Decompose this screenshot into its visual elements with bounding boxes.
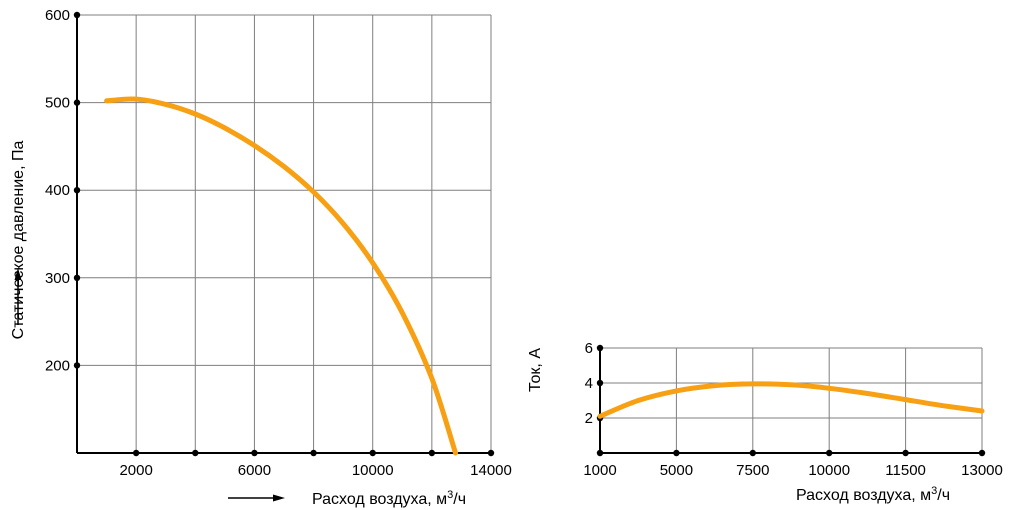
y-tick-dot [73,11,81,19]
x-tick-dot [596,449,604,457]
y-tick-label: 300 [45,270,70,287]
y-tick-label: 6 [585,340,593,357]
current-curve [597,381,985,419]
x-tick-label: 2000 [119,462,152,479]
current-chart: 2 4 6 1000 5000 7500 10000 11500 13000 Ток, А Ра… [527,340,1003,504]
y-tick-dot [73,187,81,194]
x-tick-dot [192,449,199,457]
x-tick-dot [310,449,317,457]
x-tick-label: 6000 [238,462,271,479]
y-tick-label: 200 [45,357,70,374]
x-tick-label: 14000 [470,462,512,479]
y-tick-label: 2 [585,410,593,427]
x-tick-dot [826,449,833,457]
y-tick-dot [596,379,604,387]
x-tick-dot [902,449,909,457]
current-y-axis-label: Ток, А [527,348,544,392]
x-tick-label: 10000 [352,462,394,479]
x-tick-label: 13000 [961,462,1003,479]
x-tick-dot [428,449,436,457]
x-tick-dot [749,449,756,457]
x-tick-label: 11500 [885,462,926,479]
y-tick-dot [73,274,81,281]
x-tick-dot [487,449,495,457]
y-tick-dot [73,362,81,369]
pressure-chart-ticks: 200 300 400 500 600 2000 6000 10000 14000 [45,7,512,479]
x-tick-label: 7500 [736,462,769,479]
y-tick-label: 500 [45,95,70,112]
x-tick-dot [132,449,140,457]
y-tick-label: 400 [45,182,70,199]
y-tick-label: 4 [585,375,593,392]
pressure-chart-grid [77,14,492,453]
pressure-x-arrow-icon [228,494,285,502]
pressure-y-arrow-icon [14,268,22,325]
current-chart-ticks: 2 4 6 1000 5000 7500 10000 11500 13000 [583,340,1003,479]
current-x-axis-label: Расход воздуха, м3/ч [796,485,950,504]
pressure-x-axis-label: Расход воздуха, м3/ч [312,489,466,508]
y-tick-dot [73,99,81,106]
current-chart-axes [599,347,983,454]
x-tick-dot [369,449,376,457]
x-tick-label: 10000 [808,462,850,479]
pressure-chart-axes [76,14,492,454]
pressure-chart: 200 300 400 500 600 2000 6000 10000 14000 Статич… [10,7,512,508]
pressure-y-axis-label: Статическое давление, Па [10,141,27,340]
x-tick-dot [673,449,680,457]
x-tick-label: 5000 [660,462,693,479]
pressure-curve [104,96,458,456]
x-tick-dot [251,449,258,457]
y-tick-label: 600 [45,7,70,24]
x-tick-label: 1000 [583,462,616,479]
y-tick-dot [596,344,604,352]
x-tick-dot [978,449,986,457]
